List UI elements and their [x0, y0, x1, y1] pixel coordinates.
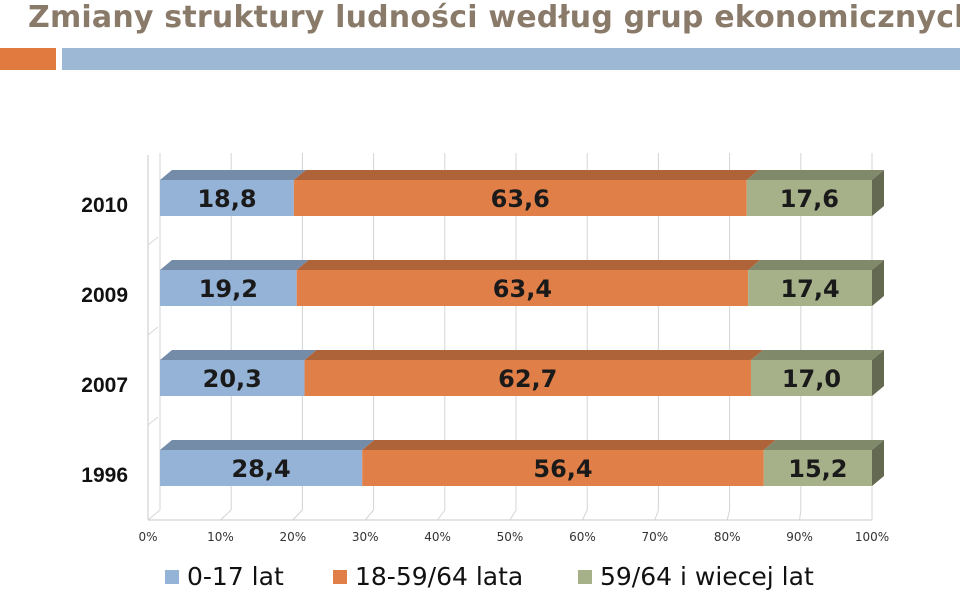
- bar-top-2010-s2: [746, 170, 884, 180]
- data-label-2010-s0: 18,8: [197, 185, 256, 213]
- gridline-depth-7: [654, 509, 659, 521]
- bar-side-2010: [872, 170, 884, 216]
- x-tick-label: 20%: [279, 530, 306, 544]
- x-tick-label: 50%: [497, 530, 524, 544]
- data-label-1996-s0: 28,4: [231, 455, 290, 483]
- gridline-depth-8: [726, 509, 731, 521]
- legend-swatch-59-64: [578, 569, 592, 584]
- data-label-1996-s1: 56,4: [533, 455, 592, 483]
- accent-band-orange: [0, 48, 56, 70]
- legend-swatch-0-17: [165, 569, 179, 584]
- bar-top-2007-s1: [304, 350, 763, 360]
- bar-top-2009-s0: [160, 260, 309, 270]
- gridline-depth-6: [581, 509, 588, 521]
- bar-2009-s2: [748, 270, 872, 306]
- chart-legend: 0-17 lat 18-59/64 lata 59/64 i wiecej la…: [0, 558, 960, 594]
- x-tick-label: 80%: [714, 530, 741, 544]
- bar-side-1996: [872, 440, 884, 486]
- data-label-2009-s2: 17,4: [780, 275, 839, 303]
- category-separator-2: [147, 416, 159, 426]
- legend-swatch-18-59: [333, 569, 347, 584]
- data-label-2010-s1: 63,6: [491, 185, 550, 213]
- bar-1996-s1: [362, 450, 764, 486]
- bar-side-2007: [872, 350, 884, 396]
- page-title: Zmiany struktury ludności według grup ek…: [28, 0, 960, 35]
- bar-2007-s1: [304, 360, 751, 396]
- data-label-2009-s0: 19,2: [199, 275, 258, 303]
- bar-1996-s2: [763, 450, 872, 486]
- category-separator-0: [147, 236, 159, 246]
- x-tick-label: 30%: [352, 530, 379, 544]
- gridline-depth-5: [509, 509, 517, 521]
- category-label-1996: 1996: [81, 464, 128, 487]
- x-tick-label: 100%: [855, 530, 889, 544]
- data-label-2009-s1: 63,4: [493, 275, 552, 303]
- bar-top-2007-s0: [160, 350, 317, 360]
- x-tick-label: 40%: [424, 530, 451, 544]
- bar-top-2010-s0: [160, 170, 306, 180]
- x-tick-label: 0%: [138, 530, 157, 544]
- bar-2007-s2: [750, 360, 872, 396]
- category-separator-1: [147, 326, 159, 336]
- legend-label-18-59: 18-59/64 lata: [355, 562, 524, 591]
- category-label-2010: 2010: [81, 194, 128, 217]
- category-label-2009: 2009: [81, 284, 128, 307]
- bar-2010-s2: [746, 180, 872, 216]
- bar-top-1996-s0: [160, 440, 375, 450]
- x-tick-label: 70%: [641, 530, 668, 544]
- bar-top-2009-s2: [748, 260, 884, 270]
- data-label-2007-s2: 17,0: [782, 365, 841, 393]
- bar-2007-s0: [160, 360, 305, 396]
- bar-2010-s0: [160, 180, 294, 216]
- gridline-depth-1: [220, 509, 232, 521]
- bar-top-1996-s2: [763, 440, 884, 450]
- category-label-2007: 2007: [81, 374, 128, 397]
- gridline-depth-9: [799, 509, 802, 521]
- legend-item-59-64: 59/64 i wiecej lat: [578, 562, 814, 591]
- legend-label-59-64: 59/64 i wiecej lat: [600, 562, 814, 591]
- gridline-depth-4: [437, 509, 446, 521]
- data-label-2007-s1: 62,7: [498, 365, 557, 393]
- x-tick-label: 10%: [207, 530, 234, 544]
- bar-2009-s0: [160, 270, 297, 306]
- data-label-2007-s0: 20,3: [203, 365, 262, 393]
- data-label-2010-s2: 17,6: [780, 185, 839, 213]
- bar-top-1996-s1: [362, 440, 776, 450]
- gridline-depth-3: [364, 509, 374, 521]
- bar-2010-s1: [293, 180, 747, 216]
- accent-band-blue: [62, 48, 960, 70]
- gridline-depth-2: [292, 509, 303, 521]
- data-label-1996-s2: 15,2: [788, 455, 847, 483]
- bar-top-2010-s1: [293, 170, 759, 180]
- legend-label-0-17: 0-17 lat: [187, 562, 284, 591]
- bar-top-2009-s1: [296, 260, 761, 270]
- gridline-depth-0: [147, 509, 161, 521]
- bar-2009-s1: [296, 270, 749, 306]
- bar-top-2007-s2: [750, 350, 884, 360]
- bar-side-2009: [872, 260, 884, 306]
- bar-1996-s0: [160, 450, 363, 486]
- x-tick-label: 90%: [786, 530, 813, 544]
- legend-item-0-17: 0-17 lat: [165, 562, 284, 591]
- legend-item-18-59: 18-59/64 lata: [333, 562, 523, 591]
- x-tick-label: 60%: [569, 530, 596, 544]
